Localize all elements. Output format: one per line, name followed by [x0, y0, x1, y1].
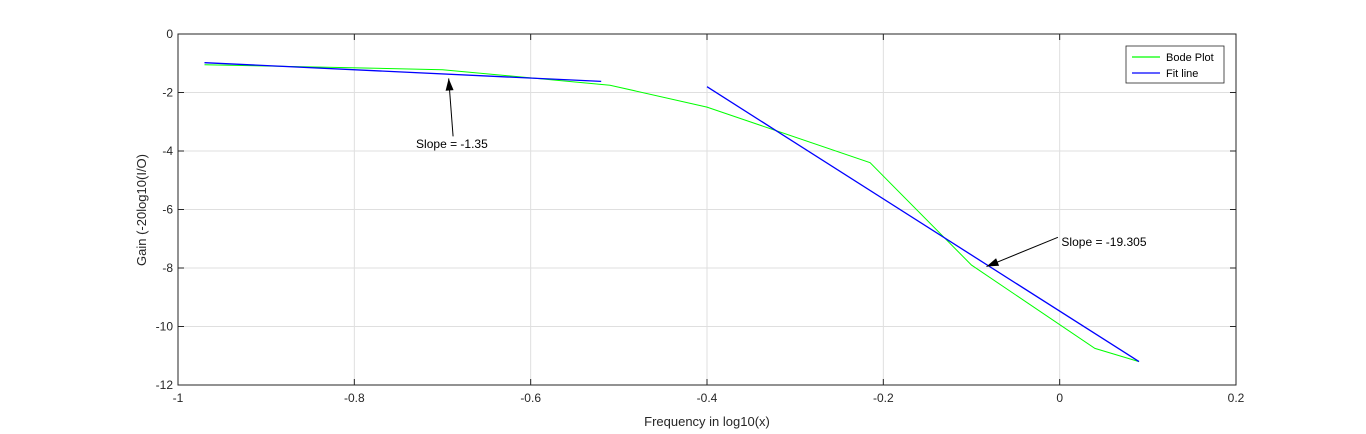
annotation-arrowhead-0	[445, 78, 454, 91]
y-tick-label: 0	[166, 27, 173, 41]
y-axis-label: Gain (-20log10(I/O)	[134, 154, 149, 266]
annotation-arrowhead-1	[986, 258, 1000, 267]
x-axis-label: Frequency in log10(x)	[644, 414, 770, 429]
series-group	[204, 62, 1140, 363]
x-tick-label: 0	[1056, 391, 1063, 405]
y-tick-label: -8	[162, 261, 173, 275]
x-tick-label: -0.6	[520, 391, 541, 405]
series-line-0	[204, 64, 1140, 363]
x-tick-label: -1	[173, 391, 184, 405]
legend-label-fit: Fit line	[1166, 68, 1198, 80]
y-tick-label: -2	[162, 86, 173, 100]
legend: Bode Plot Fit line	[1125, 45, 1225, 84]
x-tick-label: -0.4	[697, 391, 718, 405]
y-tick-label: -12	[156, 378, 174, 392]
x-tick-label: -0.8	[344, 391, 365, 405]
axis-ticks: -1 -0.8 -0.6 -0.4 -0.2 0 0.2 0 -2 -4 -6 -8 -10 -12	[156, 27, 1245, 405]
series-line-1	[204, 62, 602, 83]
legend-box	[1125, 45, 1225, 84]
annotations-group: Slope = -1.35 Slope = -19.305	[416, 78, 1147, 268]
legend-label-bode: Bode Plot	[1166, 52, 1214, 64]
annotation-arrow-1	[986, 236, 1059, 268]
annotation-text-1: Slope = -19.305	[1061, 235, 1146, 249]
y-tick-label: -6	[162, 203, 173, 217]
annotation-text-0: Slope = -1.35	[416, 137, 488, 151]
series-line-2	[706, 86, 1140, 363]
y-tick-label: -4	[162, 144, 173, 158]
y-tick-label: -10	[156, 320, 174, 334]
x-tick-label: -0.2	[873, 391, 894, 405]
x-tick-label: 0.2	[1228, 391, 1245, 405]
